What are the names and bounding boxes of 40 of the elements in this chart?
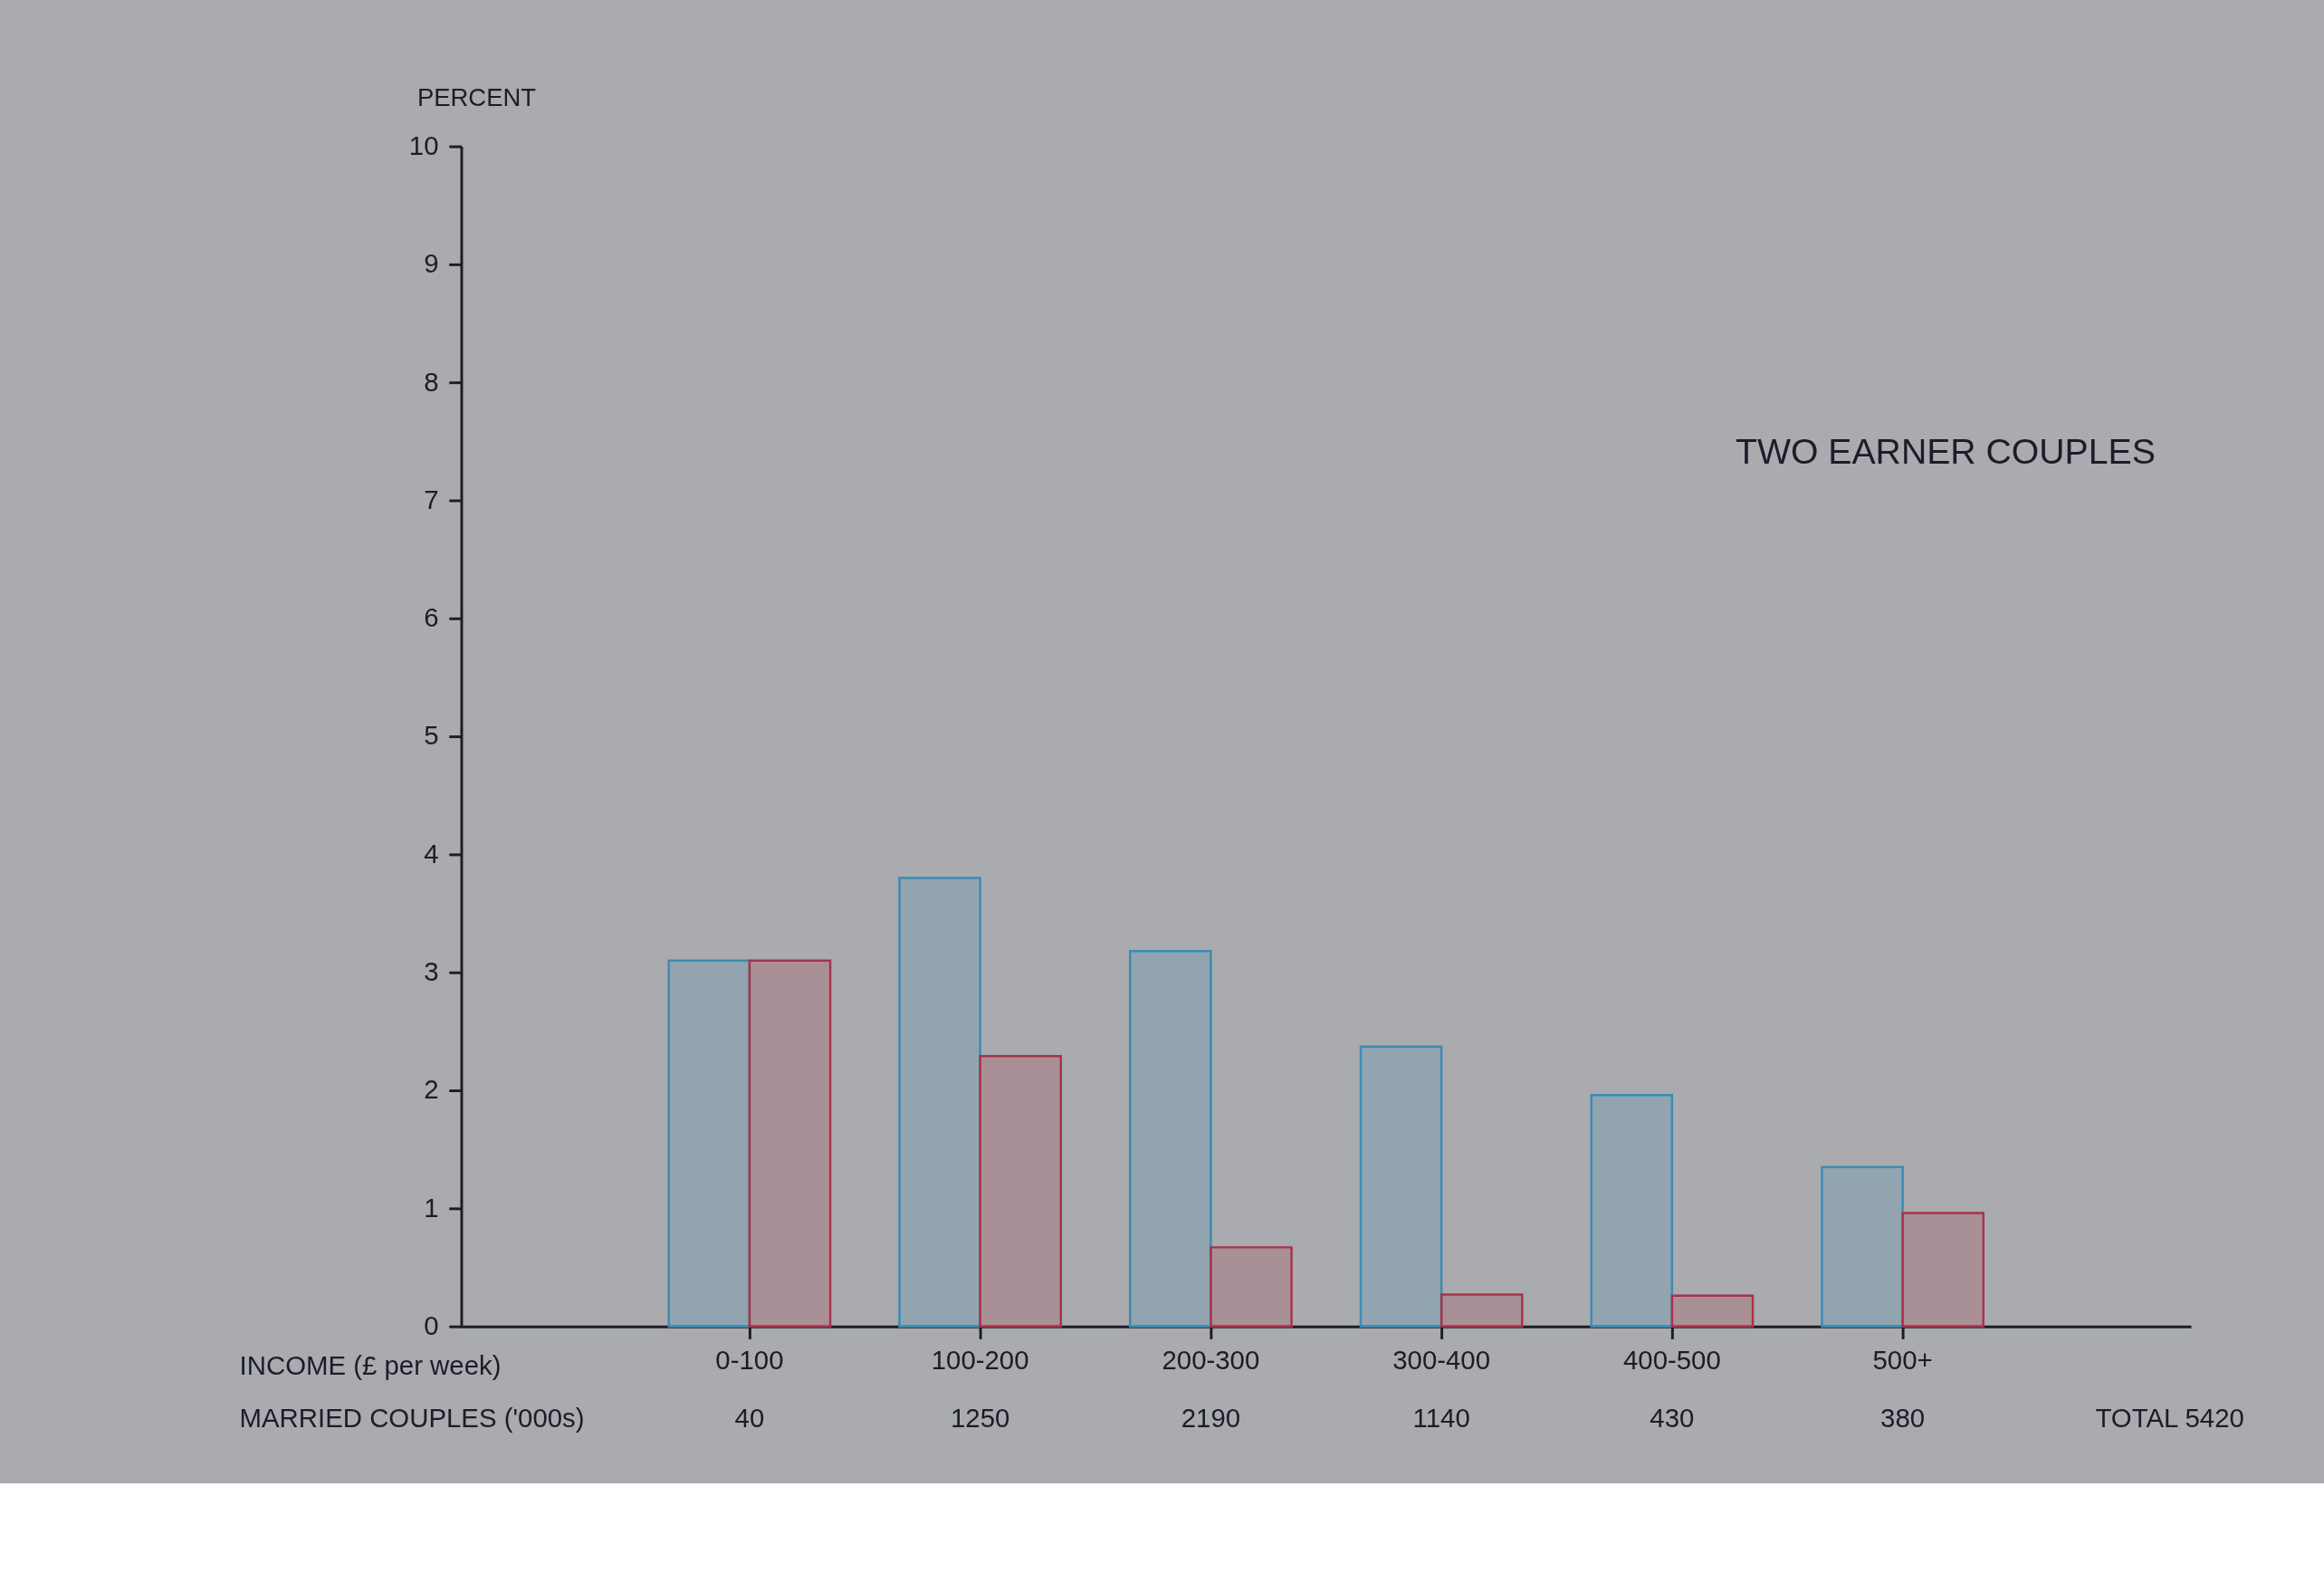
bar — [1590, 1094, 1674, 1328]
bar — [898, 877, 981, 1328]
bar — [1670, 1294, 1755, 1328]
y-tick-label: 4 — [424, 838, 439, 868]
x-tick-label: 300-400 — [1392, 1345, 1491, 1376]
text: TOTAL 5420 — [2095, 1403, 2244, 1434]
text: 2190 — [1181, 1403, 1241, 1434]
bar — [1439, 1293, 1524, 1328]
bar — [1901, 1212, 1984, 1328]
y-tick-label: 1 — [424, 1192, 439, 1223]
y-tick-label: 2 — [424, 1074, 439, 1105]
bar — [1821, 1165, 1904, 1328]
x-tick-label: 100-200 — [931, 1345, 1029, 1376]
bar — [1129, 950, 1212, 1328]
y-tick-label: 3 — [424, 956, 439, 987]
y-tick-label: 6 — [424, 602, 439, 633]
x-axis-title: INCOME (£ per week) — [239, 1349, 502, 1380]
text: 1250 — [950, 1403, 1010, 1434]
text: TWO EARNER COUPLES — [1736, 432, 2156, 472]
bar — [748, 959, 832, 1328]
text: 380 — [1880, 1403, 1926, 1434]
text: MARRIED COUPLES ('000s) — [239, 1403, 585, 1434]
x-tick-label: 0-100 — [715, 1345, 784, 1376]
x-tick-label: 200-300 — [1162, 1345, 1260, 1376]
text: 40 — [734, 1403, 765, 1434]
text: 430 — [1650, 1403, 1695, 1434]
text: 1140 — [1412, 1403, 1470, 1434]
x-tick-label: 500+ — [1872, 1345, 1933, 1376]
y-tick-label: 8 — [424, 366, 439, 397]
bar — [667, 959, 751, 1328]
y-axis-title: PERCENT — [416, 82, 537, 111]
y-tick-label: 7 — [424, 484, 439, 514]
x-tick-label: 400-500 — [1622, 1345, 1721, 1376]
bar — [1210, 1246, 1293, 1328]
y-tick-label: 10 — [408, 129, 439, 160]
y-tick-label: 9 — [424, 248, 439, 279]
y-tick-label: 0 — [424, 1309, 439, 1340]
bar — [1359, 1045, 1443, 1328]
y-tick-label: 5 — [424, 720, 439, 751]
bar — [979, 1055, 1063, 1328]
